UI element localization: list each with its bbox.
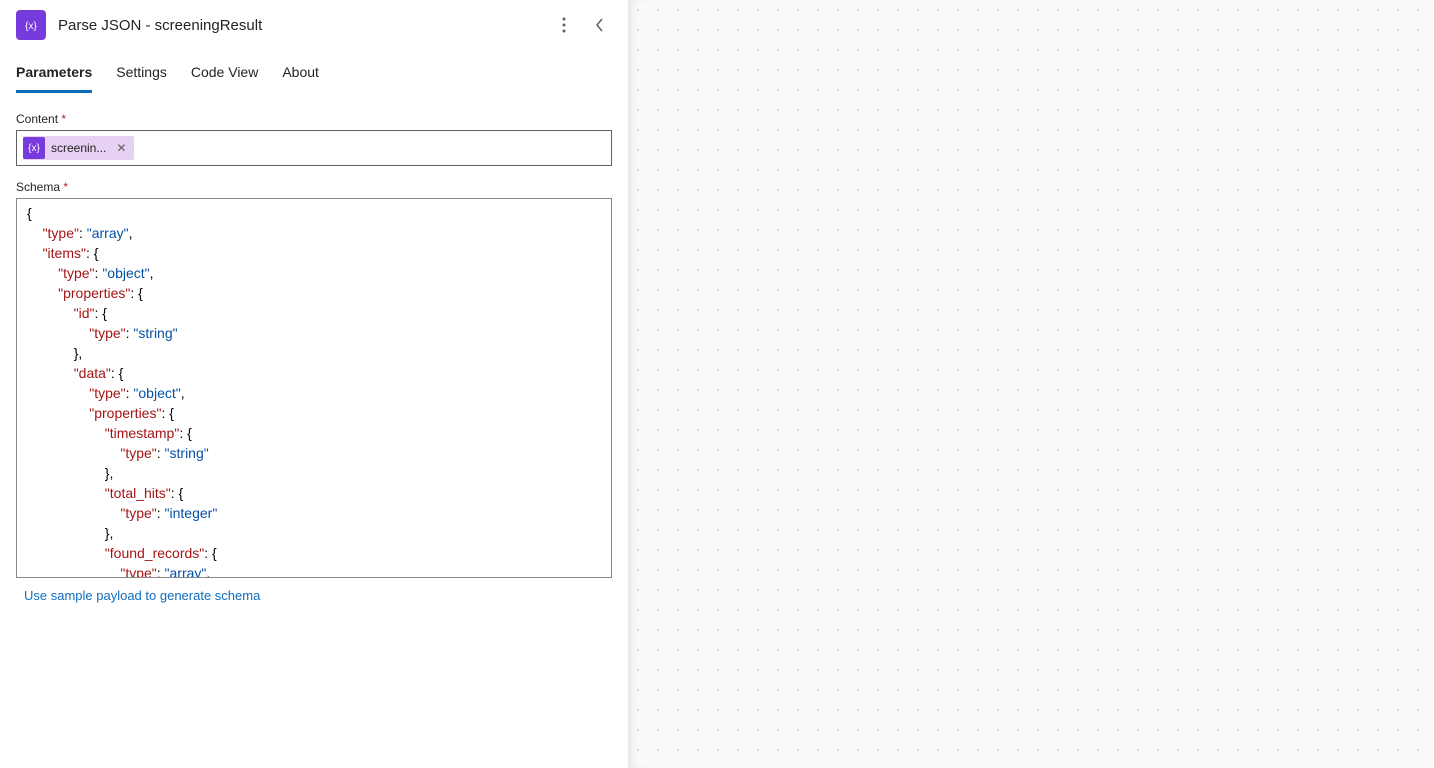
tab-parameters[interactable]: Parameters xyxy=(16,64,92,93)
svg-text:{x}: {x} xyxy=(25,21,37,32)
token-text: screenin... xyxy=(51,141,106,155)
tab-settings[interactable]: Settings xyxy=(116,64,167,93)
tab-code-view[interactable]: Code View xyxy=(191,64,258,93)
content-token[interactable]: {x} screenin... ✕ xyxy=(23,136,134,160)
panel-body: Content * {x} screenin... ✕ Schema * { "… xyxy=(0,94,628,768)
schema-editor[interactable]: { "type": "array", "items": { "type": "o… xyxy=(16,198,612,578)
collapse-panel-button[interactable] xyxy=(588,13,612,37)
more-menu-button[interactable] xyxy=(552,13,576,37)
panel-title: Parse JSON - screeningResult xyxy=(58,17,540,34)
sample-payload-link[interactable]: Use sample payload to generate schema xyxy=(24,588,260,603)
remove-token-button[interactable]: ✕ xyxy=(112,141,130,155)
panel-header: {x} Parse JSON - screeningResult xyxy=(0,0,628,50)
action-icon: {x} xyxy=(16,10,46,40)
schema-field-label: Schema * xyxy=(16,180,612,194)
flow-canvas[interactable]: ⋮ {x} Parse JSON - screeningResult { } C… xyxy=(628,0,1434,768)
connector-wires xyxy=(628,0,1434,768)
content-input[interactable]: {x} screenin... ✕ xyxy=(16,130,612,166)
tabs: Parameters Settings Code View About xyxy=(0,64,628,94)
config-panel: {x} Parse JSON - screeningResult Paramet… xyxy=(0,0,628,768)
content-field-label: Content * xyxy=(16,112,612,126)
tab-about[interactable]: About xyxy=(282,64,319,93)
variable-icon: {x} xyxy=(23,137,45,159)
